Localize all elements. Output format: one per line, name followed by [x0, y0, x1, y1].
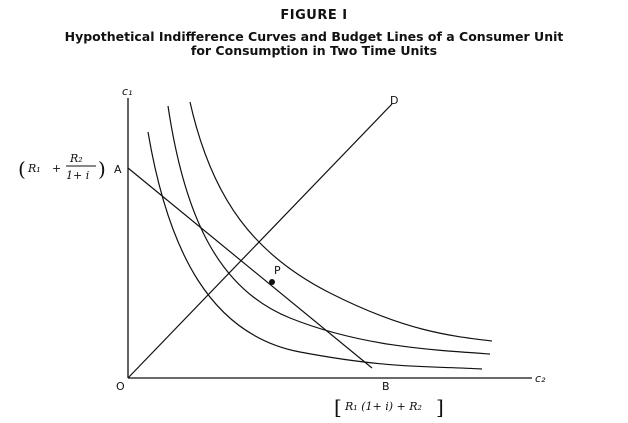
- indifference-curve-3: [189, 101, 493, 342]
- b-annotation-open-bracket: [: [334, 395, 342, 419]
- figure-title: Hypothetical Indifference Curves and Bud…: [0, 30, 628, 58]
- tangency-point: [269, 279, 275, 285]
- point-p-label: P: [274, 264, 281, 277]
- a-annotation-frac-num: R₂: [69, 152, 83, 165]
- a-annotation-plus: +: [52, 162, 61, 175]
- figure-title-line-1: Hypothetical Indifference Curves and Bud…: [64, 29, 564, 44]
- origin-label: O: [116, 380, 125, 393]
- a-annotation-frac-den: 1+ i: [66, 169, 89, 182]
- point-d-label: D: [390, 94, 398, 107]
- a-annotation-open-paren: (: [18, 157, 26, 181]
- indifference-curve-2: [167, 105, 491, 355]
- ray-od: [127, 103, 393, 379]
- x-axis-label: c₂: [535, 372, 546, 385]
- figure-label: FIGURE I: [280, 8, 348, 23]
- y-axis-label: c₁: [122, 85, 132, 98]
- b-annotation-close-bracket: ]: [436, 395, 444, 419]
- budget-line-ab: [127, 167, 373, 369]
- a-annotation-r1: R₁: [27, 162, 41, 175]
- figure-title-line-2: for Consumption in Two Time Units: [190, 43, 438, 58]
- b-annotation-expr: R₁ (1+ i) + R₂: [344, 400, 422, 413]
- point-a-label: A: [114, 163, 122, 176]
- point-b-label: B: [382, 380, 390, 393]
- a-annotation-close-paren: ): [98, 157, 106, 181]
- indifference-curve-1: [147, 131, 483, 370]
